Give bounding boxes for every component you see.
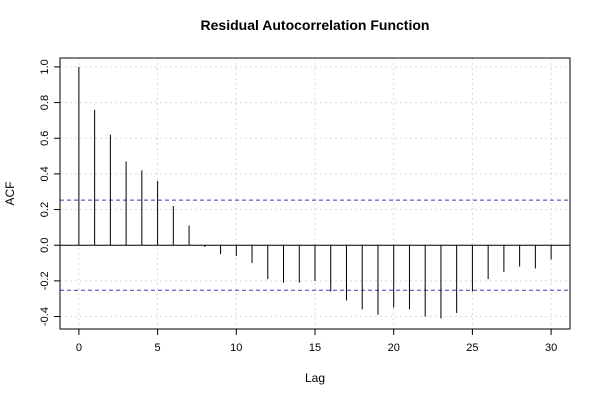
x-tick-label: 5 bbox=[155, 342, 161, 354]
x-axis-label: Lag bbox=[305, 371, 325, 385]
x-tick-label: 20 bbox=[388, 342, 400, 354]
x-tick-label: 0 bbox=[76, 342, 82, 354]
y-tick-label: 0.2 bbox=[39, 202, 51, 217]
y-tick-label: 0.0 bbox=[39, 238, 51, 253]
confidence-bounds bbox=[60, 199, 570, 291]
y-axis-label: ACF bbox=[3, 182, 17, 206]
x-tick-label: 25 bbox=[466, 342, 478, 354]
chart-title: Residual Autocorrelation Function bbox=[201, 17, 430, 33]
acf-bars bbox=[78, 66, 552, 319]
y-tick-label: -0.4 bbox=[39, 307, 51, 326]
y-tick-label: 1.0 bbox=[39, 59, 51, 74]
y-tick-label: 0.4 bbox=[39, 166, 51, 181]
x-tick-label: 15 bbox=[309, 342, 321, 354]
y-tick-label: -0.2 bbox=[39, 271, 51, 290]
x-tick-label: 30 bbox=[545, 342, 557, 354]
y-tick-label: 0.8 bbox=[39, 95, 51, 110]
grid bbox=[60, 58, 570, 329]
x-axis: 0 5 10 15 20 25 30 bbox=[76, 329, 557, 354]
y-axis: -0.4 -0.2 0.0 0.2 0.4 0.6 0.8 1.0 bbox=[39, 59, 60, 326]
y-tick-label: 0.6 bbox=[39, 131, 51, 146]
x-tick-label: 10 bbox=[230, 342, 242, 354]
